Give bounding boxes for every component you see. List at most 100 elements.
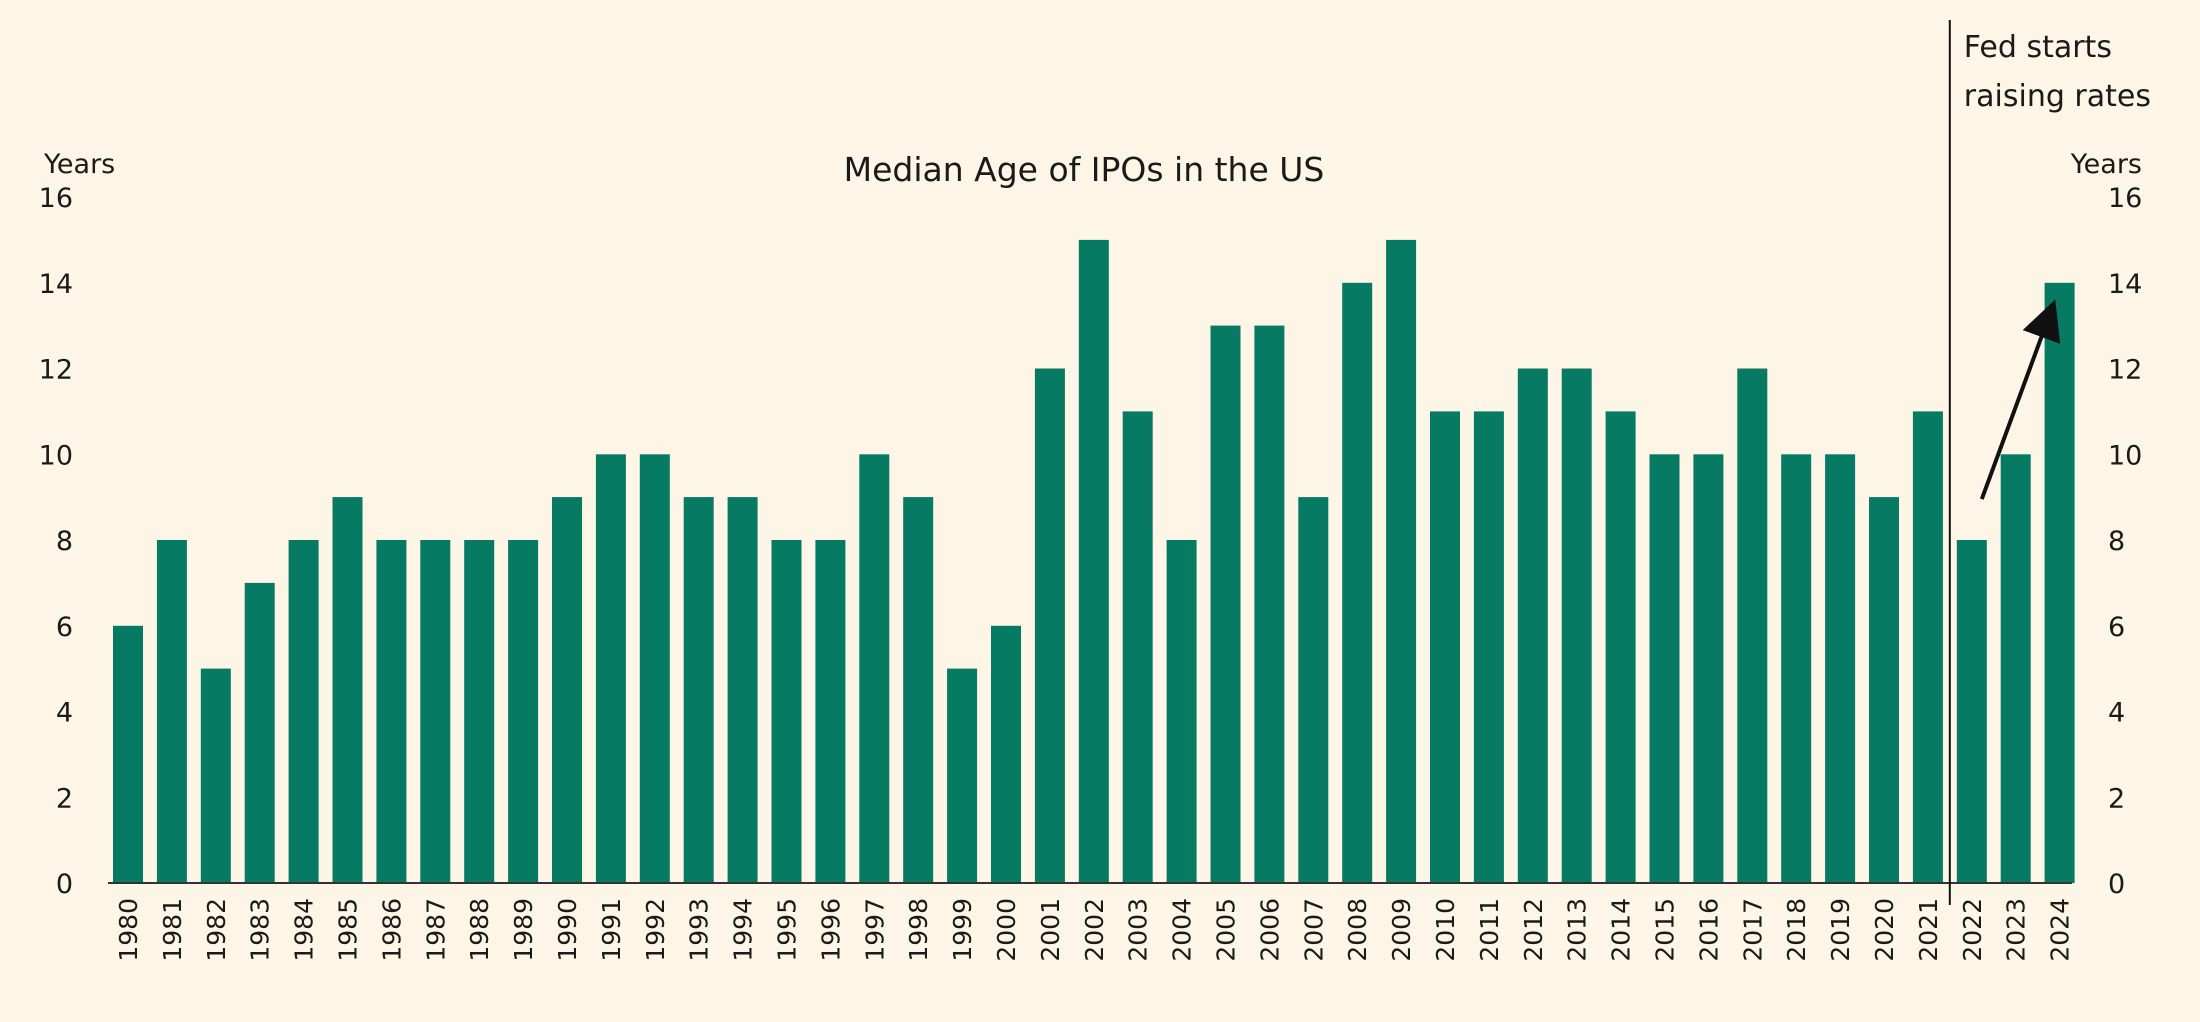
bar-2000: [991, 625, 1021, 884]
y-tick-right-4: 4: [2108, 698, 2125, 729]
bar-2005: [1210, 325, 1241, 884]
y-tick-left-10: 10: [39, 440, 73, 471]
x-tick-2012: 2012: [1519, 898, 1548, 962]
x-tick-1980: 1980: [114, 898, 143, 962]
x-tick-2000: 2000: [992, 898, 1021, 962]
bar-2019: [1825, 454, 1856, 884]
bar-1980: [113, 625, 143, 884]
y-tick-left-0: 0: [56, 869, 73, 900]
bar-1993: [683, 497, 714, 883]
x-tick-2008: 2008: [1343, 898, 1372, 962]
bar-2014: [1605, 411, 1636, 883]
trend-arrow: [1979, 299, 2061, 500]
x-tick-2015: 2015: [1651, 898, 1680, 962]
x-tick-2020: 2020: [1870, 898, 1899, 962]
bar-1985: [332, 497, 363, 883]
y-tick-right-0: 0: [2108, 869, 2125, 900]
x-tick-1988: 1988: [465, 898, 494, 962]
x-tick-2007: 2007: [1299, 898, 1328, 962]
bar-1990: [552, 497, 582, 883]
bar-2002: [1078, 239, 1109, 883]
bar-2023: [2000, 454, 2031, 884]
fed-annotation-text: Fed starts raising rates: [1964, 30, 2151, 114]
y-tick-left-6: 6: [56, 612, 73, 643]
bar-1994: [727, 497, 758, 883]
bar-2009: [1386, 239, 1417, 883]
bar-1983: [244, 582, 275, 883]
x-tick-2022: 2022: [1958, 898, 1987, 962]
bar-2001: [1034, 368, 1065, 883]
x-tick-1982: 1982: [202, 898, 231, 962]
x-tick-1983: 1983: [246, 898, 275, 962]
x-tick-2009: 2009: [1387, 898, 1416, 962]
x-tick-1984: 1984: [290, 898, 319, 962]
x-tick-2013: 2013: [1563, 898, 1592, 962]
y-tick-right-10: 10: [2108, 440, 2142, 471]
x-tick-2002: 2002: [1080, 898, 1109, 962]
x-tick-1998: 1998: [904, 898, 933, 962]
y-tick-left-4: 4: [56, 698, 73, 729]
y-tick-right-2: 2: [2108, 783, 2125, 814]
y-tick-right-6: 6: [2108, 612, 2125, 643]
x-tick-1992: 1992: [641, 898, 670, 962]
y-tick-left-2: 2: [56, 783, 73, 814]
x-tick-1981: 1981: [158, 898, 187, 962]
bar-2022: [1956, 540, 1987, 883]
bar-2017: [1737, 368, 1768, 883]
x-tick-2024: 2024: [2046, 898, 2075, 962]
x-tick-1989: 1989: [509, 898, 538, 962]
y-tick-left-14: 14: [39, 269, 73, 300]
y-axis-unit-right: Years: [2070, 149, 2142, 180]
x-tick-2003: 2003: [1124, 898, 1153, 962]
x-tick-1997: 1997: [860, 898, 889, 962]
x-tick-1987: 1987: [421, 898, 450, 962]
bar-1992: [639, 454, 670, 884]
bar-series: [113, 239, 2075, 884]
fed-annotation-line-1: Fed starts: [1964, 30, 2112, 65]
bar-1999: [947, 668, 978, 883]
y-tick-right-14: 14: [2108, 269, 2142, 300]
x-tick-2016: 2016: [1694, 898, 1723, 962]
x-tick-2010: 2010: [1431, 898, 1460, 962]
y-axis-ticks-left: 0 2 4 6 8 10 12 14 16: [39, 183, 73, 900]
bar-1995: [771, 540, 802, 883]
y-tick-right-8: 8: [2108, 526, 2125, 557]
x-tick-2005: 2005: [1212, 898, 1241, 962]
x-tick-2004: 2004: [1168, 898, 1197, 962]
y-tick-right-16: 16: [2108, 183, 2142, 214]
bar-2012: [1517, 368, 1548, 883]
x-axis-ticks: 1980 1981 1982 1983 1984 1985 1986 1987 1988 1989…: [114, 898, 2075, 962]
bar-2008: [1342, 282, 1373, 884]
y-axis-unit-left: Years: [43, 149, 115, 180]
y-tick-left-16: 16: [39, 183, 73, 214]
x-tick-1991: 1991: [597, 898, 626, 962]
x-tick-2023: 2023: [2002, 898, 2031, 962]
bar-2004: [1166, 540, 1197, 883]
y-tick-left-12: 12: [39, 355, 73, 386]
x-tick-1986: 1986: [377, 898, 406, 962]
bar-1998: [903, 497, 934, 883]
x-tick-1996: 1996: [816, 898, 845, 962]
x-tick-2017: 2017: [1738, 898, 1767, 962]
bar-1984: [288, 540, 319, 883]
bar-1981: [156, 540, 187, 883]
bar-2011: [1473, 411, 1504, 883]
y-tick-right-12: 12: [2108, 355, 2142, 386]
y-axis-ticks-right: 0 2 4 6 8 10 12 14 16: [2108, 183, 2142, 900]
x-tick-1990: 1990: [553, 898, 582, 962]
bar-1989: [508, 540, 539, 883]
bar-1987: [420, 540, 451, 883]
bar-1982: [200, 668, 231, 883]
x-tick-1993: 1993: [685, 898, 714, 962]
bar-1986: [376, 540, 407, 883]
bar-2016: [1693, 454, 1724, 884]
bar-1991: [595, 454, 626, 884]
bar-2003: [1122, 411, 1153, 883]
bar-2013: [1561, 368, 1592, 883]
x-tick-2001: 2001: [1036, 898, 1065, 962]
x-tick-1994: 1994: [729, 898, 758, 962]
x-tick-2019: 2019: [1826, 898, 1855, 962]
x-tick-2021: 2021: [1914, 898, 1943, 962]
bar-1988: [464, 540, 495, 883]
